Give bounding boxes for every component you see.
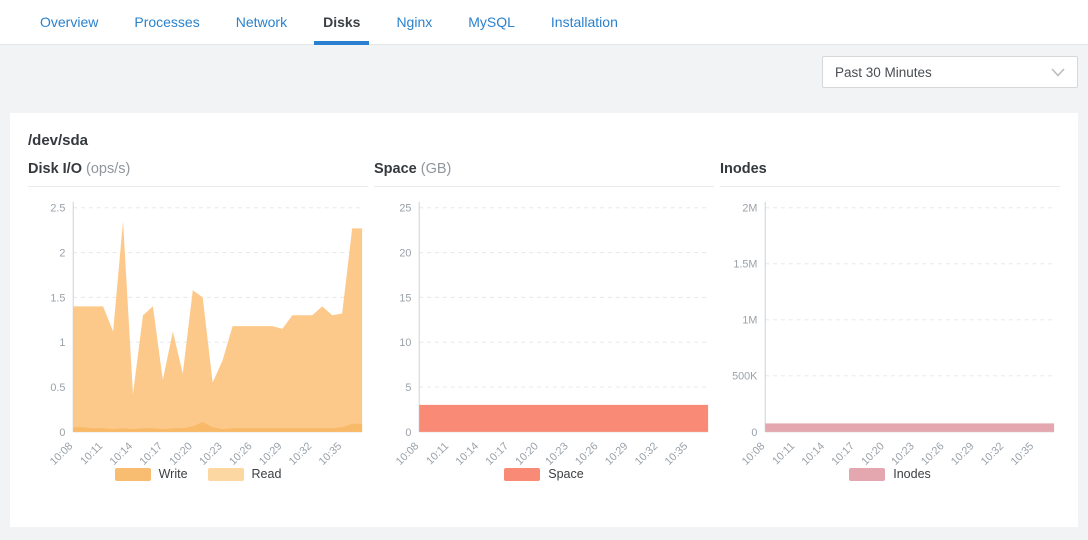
time-range-select[interactable]: Past 30 Minutes: [822, 56, 1078, 88]
tab-bar: Overview Processes Network Disks Nginx M…: [0, 0, 1088, 45]
x-tick-label: 10:35: [1009, 440, 1037, 467]
x-tick-label: 10:08: [48, 440, 76, 467]
legend-swatch: [207, 467, 244, 481]
tab-processes[interactable]: Processes: [134, 14, 200, 30]
chart-inodes: Inodes 0 500K 1M 1.5M 2M 10:08 10:11 10:14 10:17…: [720, 161, 1060, 481]
disk-io-chart: 00.511.522.510:08 10:11 10:14 10:17 10:20 10:…: [48, 201, 363, 467]
x-tick-label: 10:14: [799, 440, 827, 467]
x-tick-label: 10:20: [513, 440, 541, 467]
x-tick-label: 10:23: [889, 440, 917, 467]
x-tick-label: 10:14: [107, 440, 135, 467]
disk-panel: /dev/sda Disk I/O (ops/s) 0 0.5 1 1.5 2 2.5 10…: [10, 113, 1078, 527]
y-tick-label: 1: [59, 337, 65, 349]
chart-title: Inodes: [720, 161, 767, 177]
tab-disks[interactable]: Disks: [314, 0, 370, 45]
y-tick-label: 15: [399, 292, 411, 304]
legend-swatch: [114, 467, 151, 481]
write-area: [73, 422, 363, 432]
y-tick-label: 2: [59, 248, 65, 260]
y-tick-label: 5: [405, 382, 411, 394]
x-tick-label: 10:08: [740, 440, 768, 467]
y-tick-label: 20: [399, 248, 411, 260]
chart-space: Space (GB) 0 5 10 15 20 25 10:08 10:11 10:14 10:1…: [374, 161, 714, 481]
x-tick-label: 10:26: [573, 440, 601, 467]
x-tick-label: 10:26: [919, 440, 947, 467]
x-tick-label: 10:29: [257, 440, 285, 467]
chart-unit: (GB): [420, 161, 452, 177]
y-tick-label: 1.5M: [733, 259, 757, 271]
y-tick-label: 0.5: [50, 382, 65, 394]
legend-label: Inodes: [893, 467, 931, 482]
legend-label: Space: [548, 467, 584, 482]
toolbar: Past 30 Minutes: [0, 45, 1088, 88]
space-area: [419, 404, 709, 432]
x-tick-label: 10:32: [633, 440, 661, 467]
y-tick-label: 0: [405, 427, 411, 439]
disk-io-legend: Write Read: [28, 467, 368, 481]
x-tick-label: 10:23: [197, 440, 225, 467]
inodes-legend: Inodes: [720, 467, 1060, 481]
tab-installation[interactable]: Installation: [550, 14, 618, 30]
x-tick-label: 10:20: [167, 440, 195, 467]
x-tick-label: 10:17: [483, 440, 511, 467]
x-tick-label: 10:08: [394, 440, 422, 467]
chart-title: Disk I/O: [28, 161, 82, 177]
legend-swatch: [849, 467, 886, 481]
x-tick-label: 10:14: [453, 440, 481, 467]
x-tick-label: 10:11: [424, 440, 451, 467]
space-chart: 0 5 10 15 20 25 10:08 10:11 10:14 10:17 10:20 10:23…: [394, 201, 709, 467]
tab-overview[interactable]: Overview: [40, 14, 99, 30]
x-tick-label: 10:20: [859, 440, 887, 467]
charts-row: Disk I/O (ops/s) 0 0.5 1 1.5 2 2.5 10:08 10:11 1…: [28, 161, 1060, 481]
inodes-area: [765, 423, 1055, 432]
y-tick-label: 2M: [742, 203, 757, 215]
x-tick-label: 10:23: [543, 440, 571, 467]
x-tick-label: 10:32: [979, 440, 1007, 467]
chart-header: Space (GB): [374, 161, 714, 187]
legend-item-space[interactable]: Space: [504, 467, 584, 482]
tab-nginx[interactable]: Nginx: [396, 14, 433, 30]
chart-header: Disk I/O (ops/s): [28, 161, 368, 187]
chart-disk-io: Disk I/O (ops/s) 0 0.5 1 1.5 2 2.5 10:08 10:11 1…: [28, 161, 368, 481]
x-tick-label: 10:35: [663, 440, 691, 467]
x-tick-label: 10:11: [770, 440, 797, 467]
y-tick-label: 0: [59, 427, 65, 439]
read-area: [73, 221, 363, 432]
legend-label: Write: [158, 467, 188, 482]
legend-swatch: [504, 467, 541, 481]
legend-item-write[interactable]: Write: [114, 467, 188, 482]
x-tick-label: 10:29: [603, 440, 631, 467]
x-tick-label: 10:29: [949, 440, 977, 467]
tab-mysql[interactable]: MySQL: [468, 14, 515, 30]
y-tick-label: 0: [751, 427, 757, 439]
chart-title: Space: [374, 161, 417, 177]
panel-title: /dev/sda: [28, 132, 89, 149]
space-legend: Space: [374, 467, 714, 481]
y-tick-label: 2.5: [50, 203, 65, 215]
x-tick-label: 10:11: [78, 440, 105, 467]
chart-unit: (ops/s): [86, 161, 131, 177]
y-tick-label: 25: [399, 203, 411, 215]
tab-network[interactable]: Network: [235, 14, 288, 30]
x-tick-label: 10:35: [317, 440, 345, 467]
legend-item-inodes[interactable]: Inodes: [849, 467, 931, 481]
legend-label: Read: [251, 467, 282, 482]
y-tick-label: 10: [399, 337, 411, 349]
time-range-value: Past 30 Minutes: [835, 64, 932, 80]
y-tick-label: 1.5: [50, 292, 65, 304]
chart-header: Inodes: [720, 161, 1060, 187]
x-tick-label: 10:17: [137, 440, 165, 467]
x-tick-label: 10:32: [287, 440, 315, 467]
legend-item-read[interactable]: Read: [207, 467, 282, 482]
y-tick-label: 500K: [732, 371, 758, 383]
x-tick-label: 10:26: [227, 440, 255, 467]
y-tick-label: 1M: [742, 315, 757, 327]
chevron-down-icon: [1051, 67, 1065, 77]
x-tick-label: 10:17: [829, 440, 857, 467]
